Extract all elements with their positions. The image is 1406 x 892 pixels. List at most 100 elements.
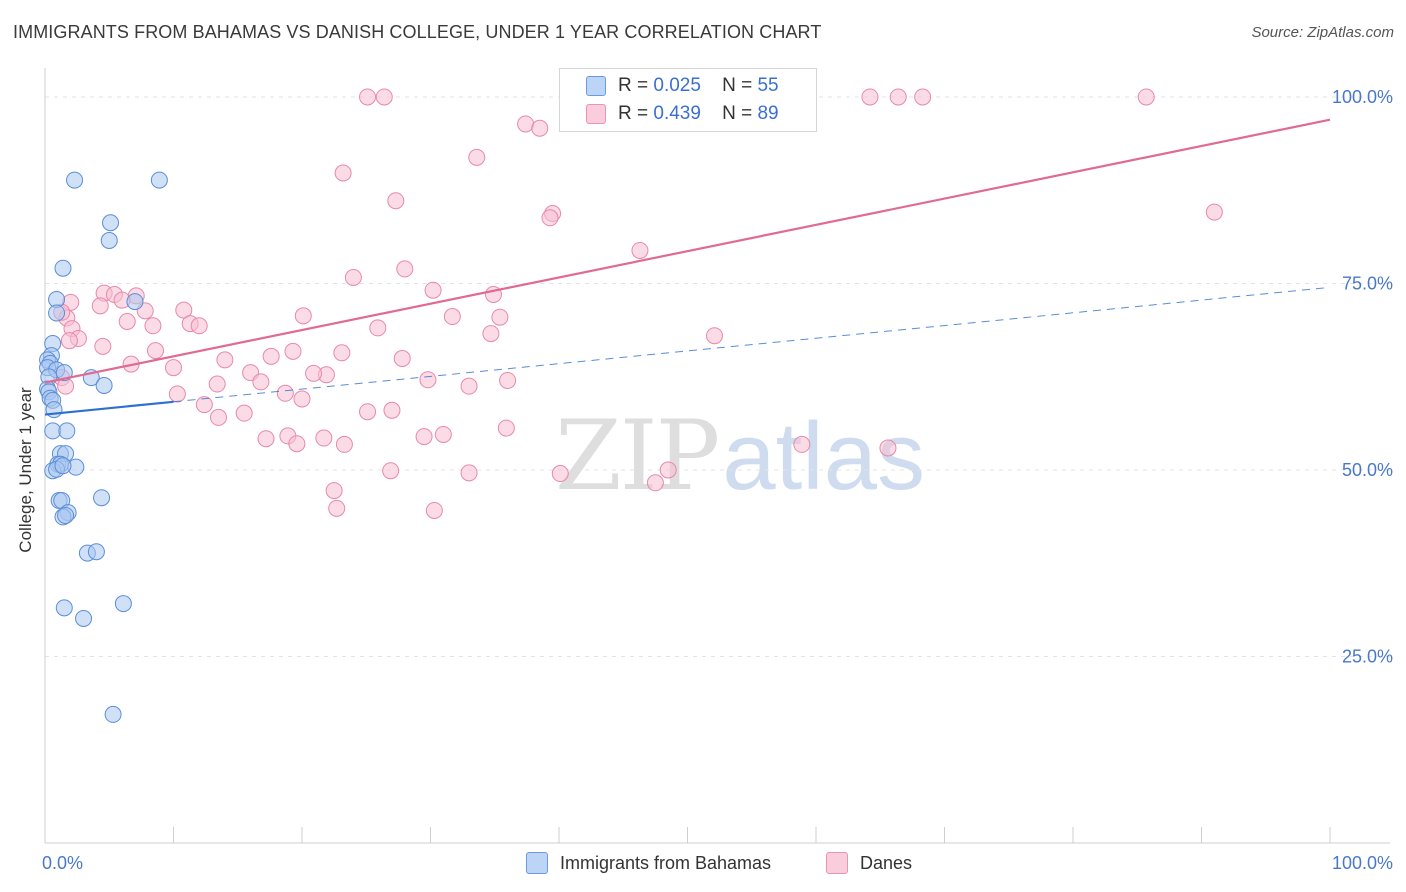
point-bahamas-3 [100, 232, 118, 250]
point-danes-42 [60, 332, 78, 350]
point-danes-11 [334, 164, 352, 182]
point-danes-36 [144, 317, 162, 335]
point-danes-58 [305, 364, 323, 382]
point-bahamas-38 [57, 506, 75, 524]
x-tick-label-min: 0.0% [42, 853, 83, 873]
point-danes-14 [541, 209, 559, 227]
point-danes-47 [393, 349, 411, 367]
point-danes-79 [382, 462, 400, 480]
point-danes-18 [344, 268, 362, 286]
point-danes-7 [1137, 88, 1155, 106]
point-danes-70 [209, 408, 227, 426]
point-danes-50 [216, 351, 234, 369]
watermark-atlas: atlas [722, 403, 925, 510]
y-axis-label: College, Under 1 year [16, 387, 35, 553]
point-danes-56 [460, 377, 478, 395]
point-bahamas-32 [54, 457, 72, 475]
trendline-danes [44, 118, 1331, 384]
point-danes-75 [257, 430, 275, 448]
point-danes-33 [491, 308, 509, 326]
point-danes-46 [333, 344, 351, 362]
point-danes-48 [284, 342, 302, 360]
point-bahamas-14 [55, 364, 73, 382]
point-danes-38 [369, 319, 387, 337]
x-tick-label-max: 100.0% [1332, 853, 1393, 873]
point-danes-10 [468, 148, 486, 166]
point-danes-80 [460, 464, 478, 482]
point-bahamas-33 [93, 489, 111, 507]
point-danes-32 [443, 308, 461, 326]
point-danes-73 [315, 429, 333, 447]
n-label: N = [722, 103, 753, 124]
point-danes-44 [94, 337, 112, 355]
point-bahamas-24 [58, 422, 76, 440]
point-danes-63 [168, 385, 186, 403]
legend-swatch-pink [586, 104, 606, 124]
point-bahamas-43 [114, 595, 132, 613]
y-tick-label-25: 25.0% [1342, 647, 1393, 667]
n-value-bahamas: 55 [757, 75, 779, 96]
point-danes-43 [705, 327, 723, 345]
r-label: R = [618, 103, 649, 124]
point-bahamas-17 [95, 376, 113, 394]
y-tick-label-50: 50.0% [1342, 460, 1393, 480]
r-value-danes: 0.439 [653, 103, 701, 124]
legend-text-danes: R = 0.439 N = 89 [618, 103, 779, 125]
point-danes-49 [262, 347, 280, 365]
point-danes-69 [235, 404, 253, 422]
point-danes-86 [328, 499, 346, 517]
point-danes-0 [359, 88, 377, 106]
point-danes-16 [631, 241, 649, 259]
point-danes-67 [383, 401, 401, 419]
point-bahamas-23 [44, 422, 62, 440]
bottom-legend-label-bahamas: Immigrants from Bahamas [560, 852, 772, 873]
point-bahamas-6 [126, 293, 144, 311]
point-danes-85 [646, 474, 664, 492]
n-label: N = [722, 75, 753, 96]
point-danes-81 [659, 461, 677, 479]
point-danes-5 [889, 88, 907, 106]
bottom-legend-bahamas: Immigrants from Bahamas [526, 852, 771, 874]
point-danes-26 [91, 297, 109, 315]
point-danes-72 [434, 425, 452, 443]
point-danes-52 [165, 359, 182, 377]
point-danes-6 [914, 88, 932, 106]
point-danes-82 [793, 435, 811, 453]
point-danes-8 [517, 115, 535, 133]
y-tick-label-75: 75.0% [1342, 274, 1393, 294]
point-danes-34 [118, 313, 136, 331]
point-danes-87 [425, 501, 443, 519]
point-danes-66 [293, 390, 311, 408]
point-bahamas-2 [102, 214, 120, 232]
n-value-danes: 89 [757, 103, 779, 124]
point-danes-39 [482, 325, 500, 343]
point-danes-65 [276, 384, 294, 402]
watermark-zip: ZIP [555, 400, 720, 512]
point-bahamas-7 [48, 304, 66, 322]
trendline-bahamas-dashed [173, 286, 1331, 403]
point-danes-64 [195, 396, 213, 414]
source-credit: Source: ZipAtlas.com [1251, 24, 1394, 41]
r-value-bahamas: 0.025 [653, 75, 701, 96]
point-danes-71 [497, 419, 515, 437]
bottom-swatch-blue [526, 852, 548, 874]
legend-text-bahamas: R = 0.025 N = 55 [618, 75, 779, 97]
point-bahamas-40 [87, 543, 105, 561]
point-danes-31 [294, 307, 312, 325]
point-danes-19 [424, 281, 442, 299]
r-label: R = [618, 75, 649, 96]
chart-title: IMMIGRANTS FROM BAHAMAS VS DANISH COLLEG… [13, 22, 822, 42]
point-danes-83 [879, 439, 897, 457]
point-danes-55 [499, 371, 517, 389]
point-bahamas-42 [75, 609, 93, 627]
point-danes-60 [208, 375, 226, 393]
bottom-legend-danes: Danes [826, 852, 912, 874]
point-danes-15 [1205, 203, 1223, 221]
point-danes-45 [147, 342, 165, 360]
point-danes-59 [252, 373, 270, 391]
bottom-legend-label-danes: Danes [860, 852, 913, 873]
point-danes-1 [375, 88, 393, 106]
point-bahamas-1 [150, 171, 168, 189]
point-danes-12 [387, 192, 405, 210]
